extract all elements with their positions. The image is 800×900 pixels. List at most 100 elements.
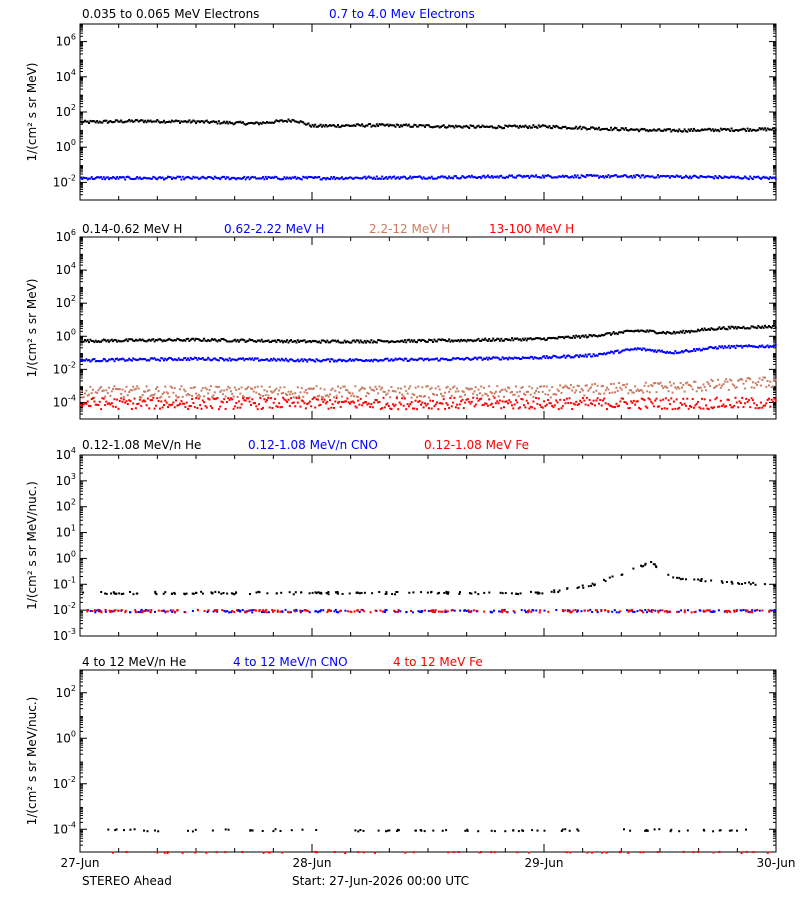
- data-point: [548, 175, 551, 178]
- data-point: [86, 610, 89, 613]
- data-point: [180, 385, 183, 388]
- data-point: [341, 593, 344, 595]
- data-point: [680, 609, 683, 612]
- data-point: [745, 176, 748, 179]
- data-point: [743, 175, 746, 178]
- data-point: [614, 174, 616, 177]
- data-point: [576, 174, 579, 177]
- data-point: [209, 385, 212, 388]
- data-point: [472, 392, 475, 395]
- data-point: [361, 177, 364, 180]
- data-point: [773, 583, 776, 586]
- data-point: [670, 130, 673, 133]
- data-point: [759, 401, 762, 404]
- data-point: [265, 608, 268, 611]
- data-point: [339, 177, 342, 180]
- data-point: [418, 338, 421, 341]
- data-point: [175, 177, 177, 180]
- data-point: [757, 380, 760, 383]
- data-point: [541, 124, 544, 127]
- data-point: [681, 331, 683, 334]
- data-point: [385, 403, 388, 406]
- data-point: [674, 386, 677, 389]
- data-point: [585, 174, 588, 176]
- data-point: [287, 390, 290, 393]
- data-point: [374, 341, 377, 344]
- data-point: [681, 386, 683, 389]
- data-point: [590, 355, 592, 358]
- data-point: [722, 326, 725, 329]
- data-point: [467, 609, 470, 612]
- data-point: [749, 327, 752, 330]
- data-point: [765, 345, 768, 348]
- data-point: [225, 401, 228, 403]
- data-point: [671, 175, 674, 178]
- data-point: [414, 399, 417, 402]
- data-point: [490, 125, 493, 128]
- data-point: [717, 378, 720, 381]
- data-point: [378, 400, 381, 403]
- data-point: [378, 591, 381, 593]
- data-point: [512, 829, 515, 832]
- data-point: [452, 125, 455, 128]
- data-point: [655, 391, 658, 394]
- data-point: [695, 330, 698, 333]
- data-point: [622, 127, 625, 130]
- data-point: [219, 178, 222, 181]
- data-point: [630, 389, 633, 392]
- data-point: [500, 407, 503, 410]
- data-point: [453, 126, 456, 129]
- data-point: [164, 357, 167, 360]
- data-point: [184, 339, 187, 342]
- data-point: [319, 341, 322, 344]
- data-point: [401, 397, 404, 400]
- data-point: [473, 390, 476, 393]
- data-point: [121, 176, 124, 179]
- data-point: [722, 347, 725, 350]
- data-point: [224, 177, 227, 180]
- data-point: [430, 126, 433, 129]
- data-point: [418, 124, 421, 126]
- data-point: [250, 339, 252, 342]
- data-point: [159, 396, 161, 399]
- data-point: [659, 399, 662, 402]
- data-point: [537, 397, 540, 400]
- data-point: [125, 851, 128, 853]
- data-point: [145, 609, 148, 611]
- data-point: [619, 129, 622, 131]
- data-point: [113, 338, 116, 341]
- data-point: [458, 340, 461, 343]
- data-point: [651, 385, 654, 388]
- data-point: [205, 388, 208, 391]
- data-point: [141, 338, 144, 341]
- data-point: [433, 177, 436, 180]
- data-point: [489, 340, 492, 342]
- data-point: [743, 128, 746, 131]
- data-point: [304, 359, 307, 361]
- data-point: [442, 339, 445, 341]
- data-point: [720, 580, 723, 583]
- data-point: [531, 338, 534, 341]
- data-point: [442, 398, 445, 401]
- data-point: [735, 327, 738, 330]
- data-point: [532, 175, 535, 178]
- data-point: [726, 398, 729, 401]
- data-point: [505, 175, 508, 178]
- data-point: [618, 382, 621, 384]
- data-point: [603, 392, 606, 395]
- data-point: [493, 396, 496, 399]
- data-point: [183, 339, 186, 342]
- data-point: [701, 128, 703, 131]
- data-point: [325, 592, 328, 595]
- data-point: [249, 593, 251, 595]
- data-point: [283, 120, 286, 122]
- data-point: [691, 330, 694, 333]
- data-point: [191, 358, 194, 361]
- data-point: [140, 358, 143, 361]
- data-point: [598, 392, 600, 395]
- data-point: [211, 395, 214, 398]
- data-point: [323, 398, 326, 401]
- data-point: [759, 326, 762, 329]
- data-point: [92, 358, 94, 361]
- data-point: [536, 337, 539, 339]
